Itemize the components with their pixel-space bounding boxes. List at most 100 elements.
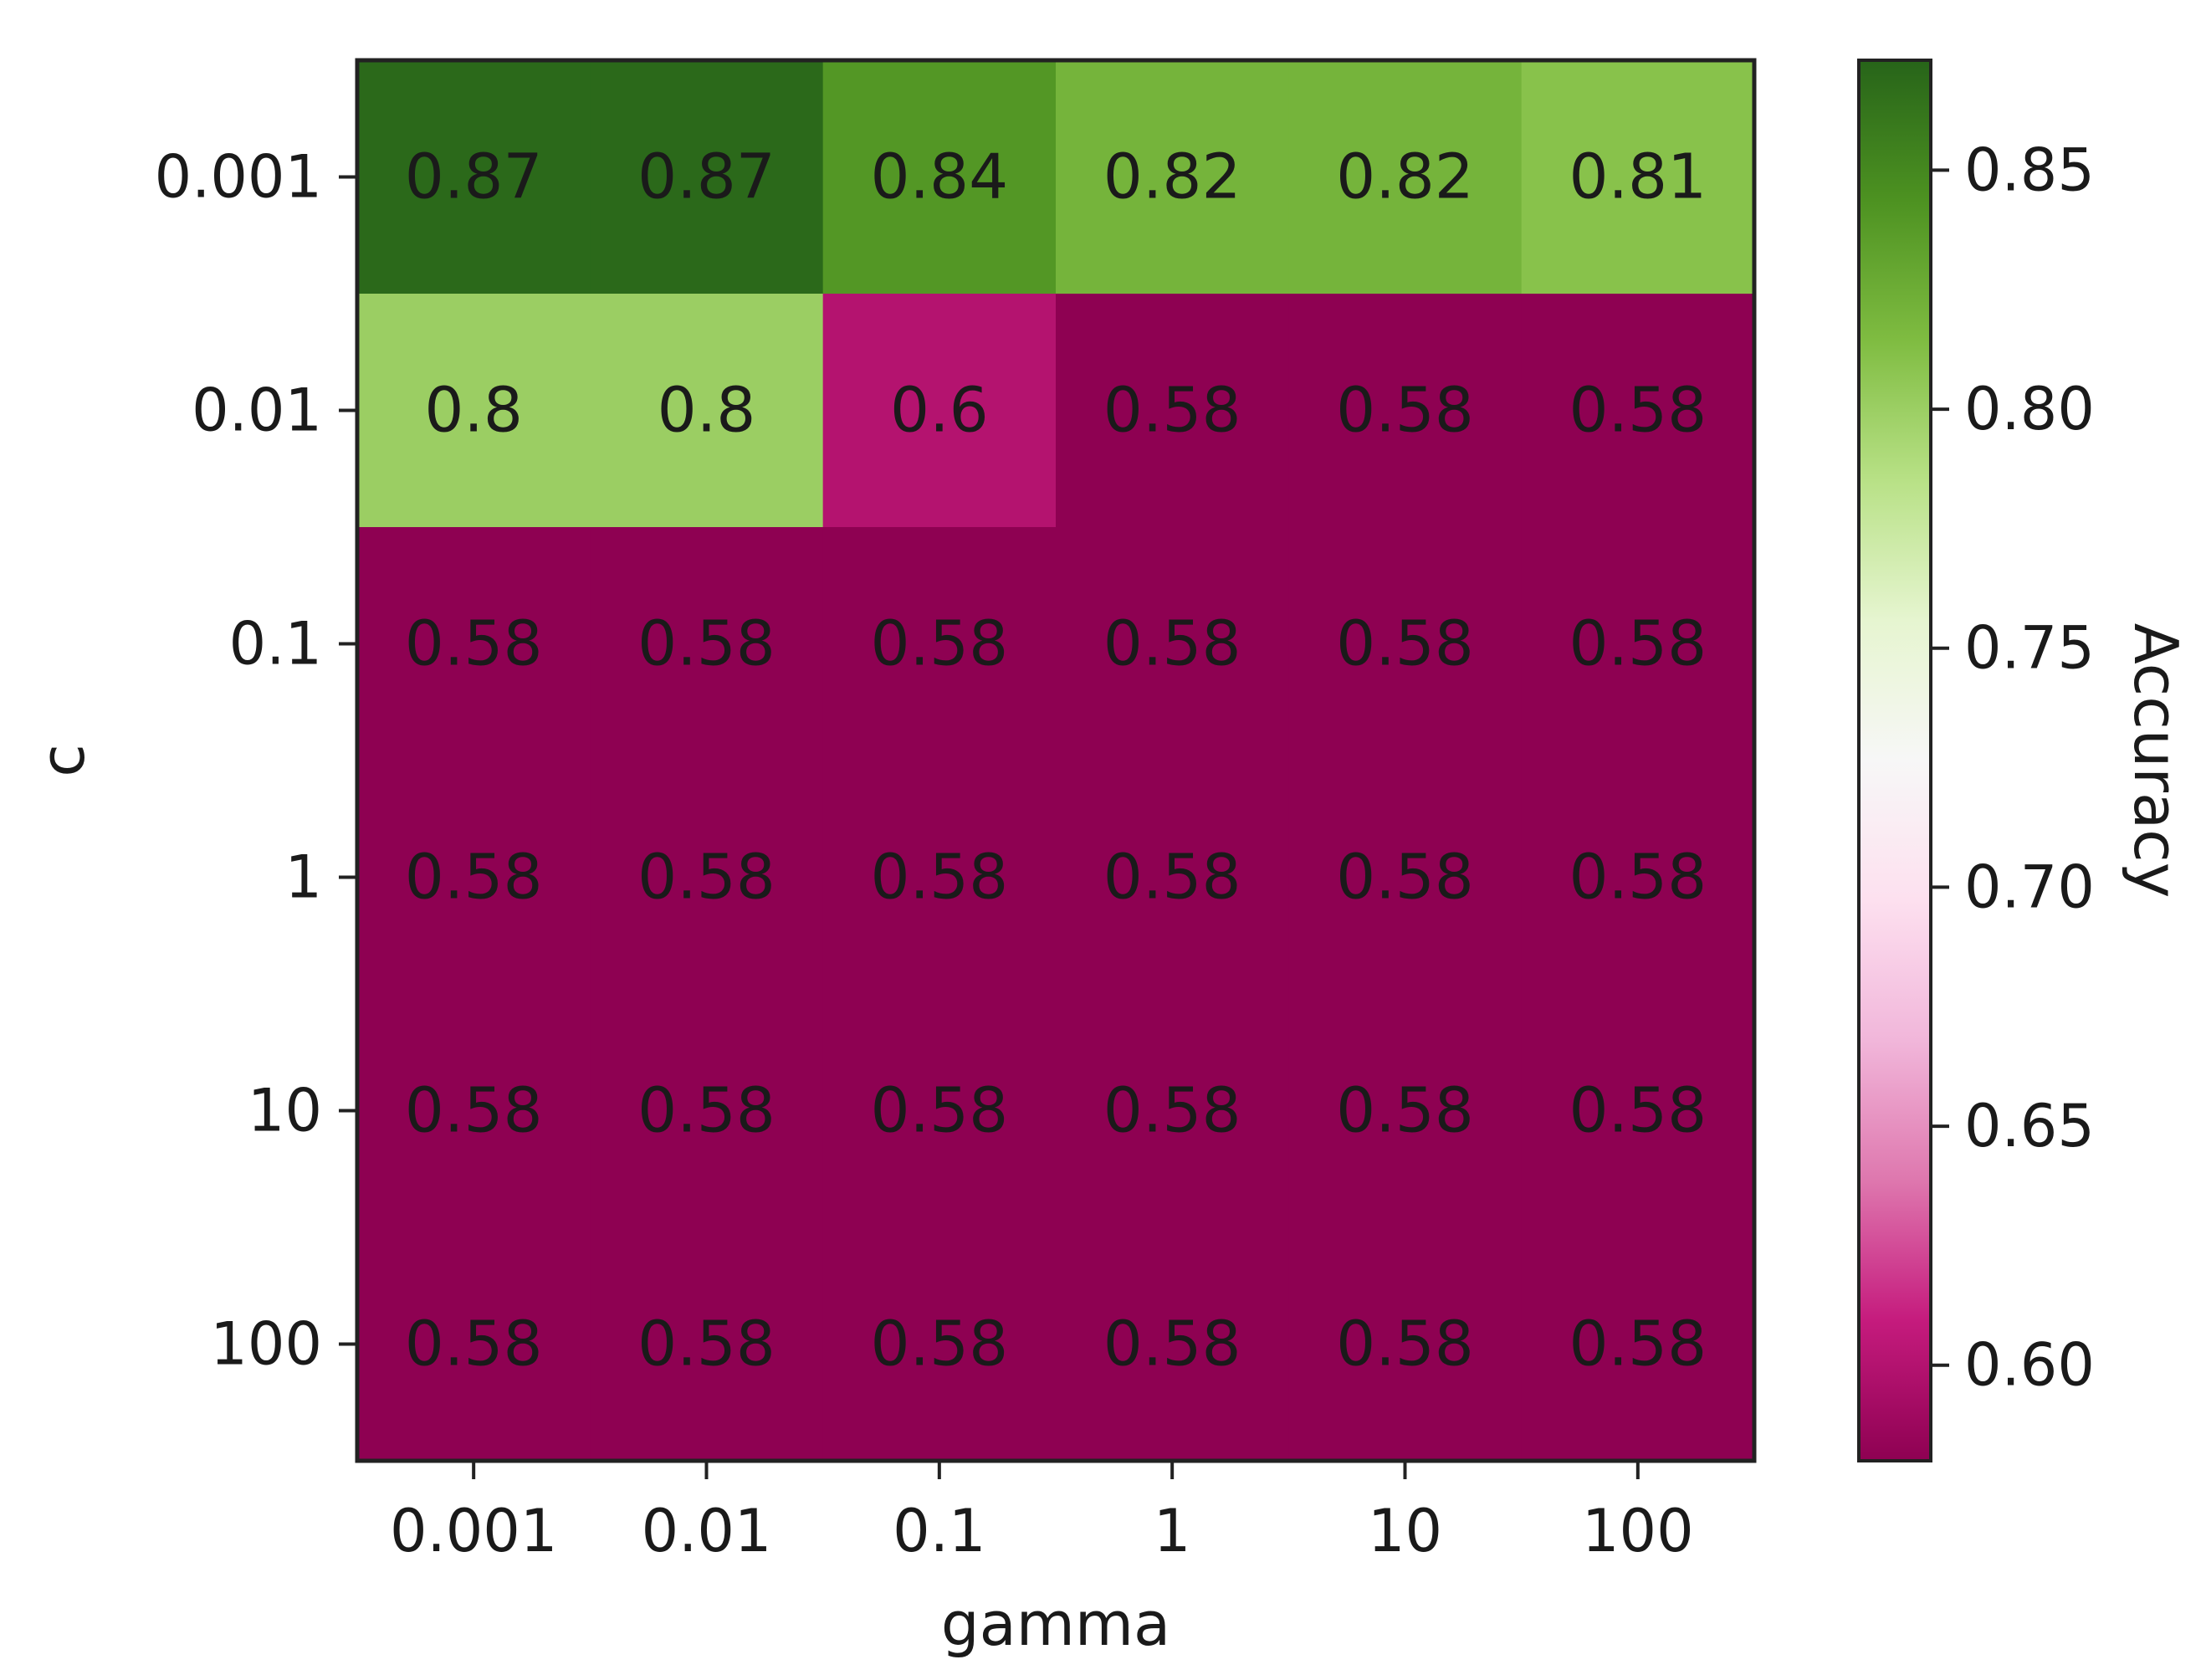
heatmap-cell — [1521, 527, 1755, 761]
cell-value-label: 0.58 — [1336, 608, 1474, 680]
y-tick-label: 1 — [284, 843, 322, 912]
y-tick-label: 10 — [248, 1077, 322, 1145]
heatmap-cell — [822, 761, 1057, 995]
x-tick-label: 0.01 — [642, 1497, 772, 1565]
cell-value-label: 0.58 — [870, 1075, 1008, 1147]
heatmap-cells: 0.87 0.87 0.84 0.82 0.82 0.81 0.8 0.8 0.6 0.58 0.5… — [357, 60, 1755, 1462]
heatmap-cell — [822, 527, 1057, 761]
heatmap-cell — [822, 60, 1057, 295]
heatmap-cell — [1056, 60, 1289, 295]
cell-value-label: 0.58 — [870, 842, 1008, 914]
heatmap-cell — [1521, 761, 1755, 995]
heatmap-cell — [357, 1227, 591, 1462]
heatmap-cell — [1056, 761, 1289, 995]
cell-value-label: 0.58 — [1103, 1075, 1241, 1147]
cell-value-label: 0.58 — [1336, 375, 1474, 447]
y-tick-label: 0.01 — [192, 376, 322, 445]
x-tick-label: 0.001 — [390, 1497, 557, 1565]
plot-frame — [355, 58, 1757, 1463]
heatmap-cell — [1521, 1227, 1755, 1462]
cell-value-label: 0.58 — [1103, 842, 1241, 914]
heatmap-cell — [1056, 294, 1289, 528]
cell-value-label: 0.58 — [1103, 608, 1241, 680]
heatmap-cell — [822, 294, 1057, 528]
heatmap-cell — [357, 294, 591, 528]
heatmap-cell — [590, 294, 824, 528]
cell-value-label: 0.87 — [637, 141, 775, 213]
cell-value-label: 0.58 — [1336, 1075, 1474, 1147]
heatmap-cell — [1288, 761, 1523, 995]
heatmap-cell — [1056, 994, 1289, 1228]
cell-value-label: 0.58 — [405, 1075, 543, 1147]
heatmap-cell — [1521, 60, 1755, 295]
cell-value-label: 0.58 — [870, 1309, 1008, 1380]
x-axis-ticks: 0.001 0.01 0.1 1 10 100 — [390, 1461, 1694, 1565]
y-tick-label: 0.1 — [229, 610, 322, 679]
heatmap-cell — [590, 761, 824, 995]
heatmap-cell — [357, 527, 591, 761]
heatmap-cell — [1056, 1227, 1289, 1462]
cell-value-label: 0.58 — [1103, 1309, 1241, 1380]
colorbar-label: Accuracy — [2121, 623, 2191, 899]
y-axis-ticks: 0.001 0.01 0.1 1 10 100 — [155, 143, 357, 1379]
cell-value-label: 0.82 — [1103, 141, 1241, 213]
x-tick-label: 100 — [1582, 1497, 1694, 1565]
heatmap-cell — [822, 1227, 1057, 1462]
colorbar — [1857, 59, 1932, 1462]
y-tick-label: 0.001 — [155, 143, 322, 212]
x-tick-label: 1 — [1154, 1497, 1191, 1565]
cell-value-label: 0.58 — [637, 1075, 775, 1147]
y-axis-label: c — [28, 744, 98, 777]
cell-value-label: 0.81 — [1569, 141, 1707, 213]
colorbar-ticks: 0.60 0.65 0.70 0.75 0.80 0.85 — [1931, 136, 2095, 1400]
heatmap-cell — [1288, 527, 1523, 761]
cell-value-label: 0.8 — [658, 375, 756, 447]
cell-value-label: 0.58 — [637, 842, 775, 914]
cell-value-label: 0.58 — [870, 608, 1008, 680]
heatmap-cell — [357, 994, 591, 1228]
heatmap-cell — [590, 527, 824, 761]
colorbar-tick-label: 0.75 — [1964, 614, 2095, 683]
heatmap-cell — [1288, 60, 1523, 295]
cell-value-label: 0.82 — [1336, 141, 1474, 213]
cell-value-label: 0.58 — [1569, 608, 1707, 680]
cell-value-label: 0.58 — [405, 608, 543, 680]
x-axis-label: gamma — [941, 1589, 1170, 1659]
heatmap-cell — [822, 994, 1057, 1228]
colorbar-tick-label: 0.80 — [1964, 375, 2095, 443]
cell-value-label: 0.58 — [1336, 842, 1474, 914]
cell-value-label: 0.58 — [1336, 1309, 1474, 1380]
colorbar-tick-label: 0.65 — [1964, 1092, 2095, 1160]
heatmap-cell — [590, 60, 824, 295]
cell-value-label: 0.58 — [1569, 842, 1707, 914]
cell-value-label: 0.6 — [890, 375, 989, 447]
heatmap-cell — [590, 1227, 824, 1462]
cell-value-label: 0.58 — [1569, 1075, 1707, 1147]
cell-value-label: 0.58 — [405, 1309, 543, 1380]
heatmap-cell — [1056, 527, 1289, 761]
heatmap-cell — [1521, 994, 1755, 1228]
cell-value-label: 0.58 — [637, 1309, 775, 1380]
cell-value-label: 0.58 — [637, 608, 775, 680]
colorbar-tick-label: 0.70 — [1964, 853, 2095, 921]
y-tick-label: 100 — [210, 1310, 322, 1379]
cell-value-label: 0.8 — [424, 375, 523, 447]
heatmap-cell — [590, 994, 824, 1228]
heatmap-cell — [357, 60, 591, 295]
x-tick-label: 0.1 — [893, 1497, 985, 1565]
cell-value-label: 0.58 — [1569, 1309, 1707, 1380]
cell-value-label: 0.87 — [405, 141, 543, 213]
cell-value-label: 0.84 — [870, 141, 1008, 213]
heatmap-cell — [1521, 294, 1755, 528]
colorbar-tick-label: 0.85 — [1964, 136, 2095, 204]
cell-value-label: 0.58 — [1569, 375, 1707, 447]
heatmap-cell — [1288, 1227, 1523, 1462]
x-tick-label: 10 — [1368, 1497, 1442, 1565]
heatmap-cell — [1288, 994, 1523, 1228]
heatmap-cell — [1288, 294, 1523, 528]
cell-value-label: 0.58 — [1103, 375, 1241, 447]
heatmap-cell — [357, 761, 591, 995]
cell-value-label: 0.58 — [405, 842, 543, 914]
colorbar-tick-label: 0.60 — [1964, 1331, 2095, 1400]
